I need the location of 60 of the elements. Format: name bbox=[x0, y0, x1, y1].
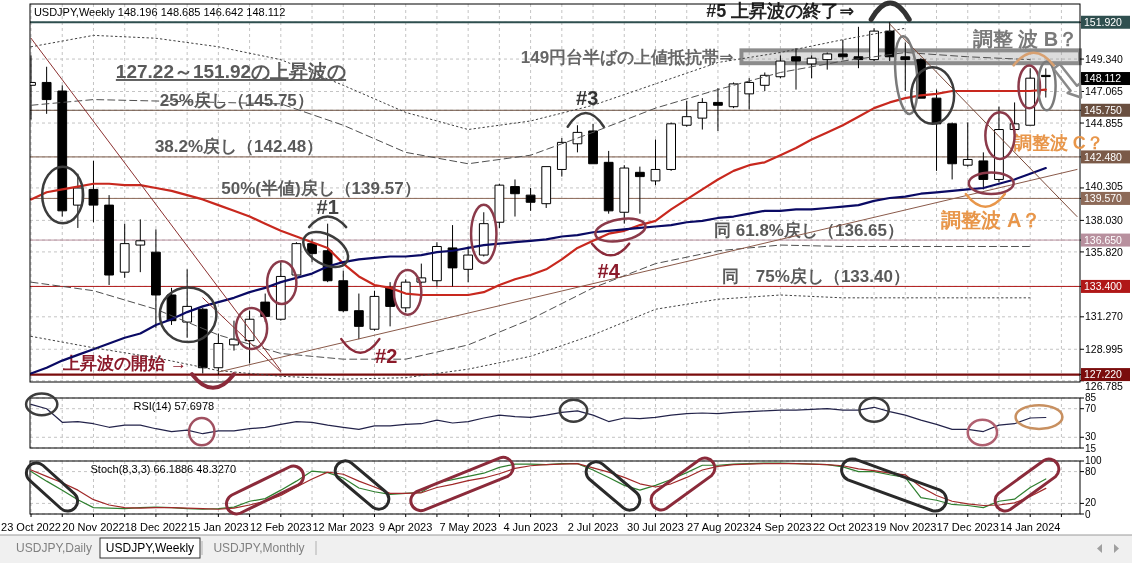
y-tick-label: 135.820 bbox=[1085, 245, 1124, 258]
x-tick-label: 22 Oct 2023 bbox=[812, 521, 873, 533]
x-tick-label: 23 Oct 2022 bbox=[1, 521, 61, 533]
ref-line-label: 同 75%戻し（133.40） bbox=[721, 266, 910, 286]
y-tick-label: 128.995 bbox=[1085, 342, 1124, 355]
annotation: 調整 波 B？ bbox=[972, 27, 1079, 50]
x-tick-label: 24 Sep 2023 bbox=[749, 521, 812, 533]
annotation: #2 bbox=[375, 345, 398, 368]
annotation: #3 bbox=[576, 87, 599, 110]
x-tick-label: 14 Jan 2024 bbox=[999, 521, 1061, 533]
y-tick-label: 100 bbox=[1085, 454, 1103, 466]
y-tick-label: 80 bbox=[1085, 466, 1097, 478]
x-tick-label: 30 Jul 2023 bbox=[627, 521, 684, 533]
y-tick-label: 140.305 bbox=[1085, 180, 1124, 193]
x-tick-label: 20 Nov 2022 bbox=[62, 521, 125, 533]
chart-title: USDJPY,Weekly 148.196 148.685 146.642 148.112 bbox=[33, 6, 286, 18]
x-tick-label: 27 Aug 2023 bbox=[687, 521, 749, 533]
y-tick-label: 70 bbox=[1085, 403, 1097, 415]
x-tick-label: 12 Feb 2023 bbox=[249, 521, 312, 533]
annotation: 127.22～151.92の上昇波の bbox=[115, 61, 347, 83]
annotation: 148.112 bbox=[1081, 72, 1130, 86]
x-tick-label: 9 Apr 2023 bbox=[379, 521, 433, 533]
y-tick-label: 133.400 bbox=[1084, 280, 1123, 293]
x-tick-label: 17 Dec 2023 bbox=[936, 521, 999, 533]
ref-line: 50%(半値)戻し（139.57） bbox=[29, 178, 1081, 199]
x-tick-label: 12 Mar 2023 bbox=[312, 521, 375, 533]
y-tick-label: 20 bbox=[1085, 497, 1097, 509]
y-tick-label: 147.065 bbox=[1085, 85, 1124, 98]
y-tick-label: 126.785 bbox=[1085, 379, 1124, 392]
chart-title: Stoch(8,3,3) 66.1886 48.3270 bbox=[90, 463, 237, 475]
x-tick-label: 7 May 2023 bbox=[439, 521, 497, 533]
band-label: 149円台半ばの上値抵抗帯⇒ bbox=[520, 47, 734, 67]
ref-line-label: 38.2%戻し（142.48） bbox=[154, 137, 324, 157]
y-tick-label: 145.750 bbox=[1084, 104, 1123, 117]
tab: USDJPY,Weekly bbox=[99, 537, 203, 559]
y-tick-label: 149.340 bbox=[1085, 52, 1124, 65]
y-tick-label: 144.855 bbox=[1085, 116, 1124, 129]
y-tick-label: 136.650 bbox=[1084, 233, 1123, 246]
ref-line-label: #5 上昇波の終了⇒ bbox=[706, 1, 855, 22]
y-tick-label: 131.270 bbox=[1085, 310, 1124, 323]
x-tick-label: 19 Nov 2023 bbox=[874, 521, 937, 533]
ref-line-label: 上昇波の開始 → bbox=[62, 354, 187, 374]
x-tick-label: 18 Dec 2022 bbox=[124, 521, 188, 533]
y-tick-label: 138.030 bbox=[1085, 213, 1124, 226]
annotation: 調整波 A？ bbox=[941, 209, 1042, 232]
y-tick-label: 85 bbox=[1085, 391, 1097, 403]
y-tick-label: 139.570 bbox=[1084, 192, 1123, 205]
x-tick-label: 4 Jun 2023 bbox=[503, 521, 558, 533]
tab: USDJPY,Monthly bbox=[204, 538, 317, 558]
y-tick-label: 151.920 bbox=[1084, 16, 1123, 29]
ref-line-label: 50%(半値)戻し（139.57） bbox=[221, 178, 421, 198]
y-tick-label: 127.220 bbox=[1084, 368, 1123, 381]
y-tick-label: 0 bbox=[1085, 508, 1091, 520]
x-tick-label: 2 Jul 2023 bbox=[567, 521, 619, 533]
x-tick-label: 15 Jan 2023 bbox=[188, 521, 249, 533]
y-tick-label: 30 bbox=[1085, 431, 1097, 443]
annotation: #4 bbox=[597, 259, 620, 282]
y-tick-label: 142.480 bbox=[1084, 150, 1123, 163]
y-tick-label: 15 bbox=[1085, 442, 1097, 454]
chart-title: RSI(14) 57.6978 bbox=[133, 400, 215, 412]
